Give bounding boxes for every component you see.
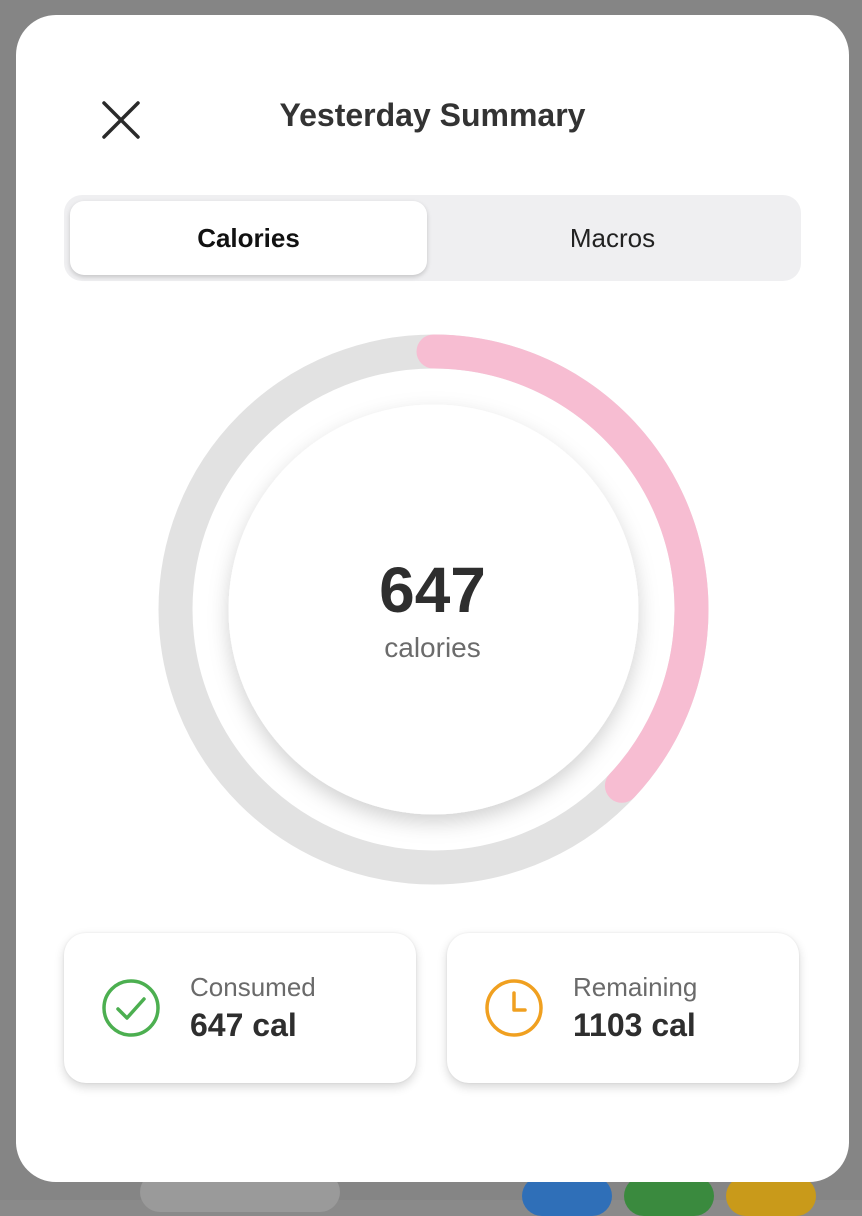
ring-progress bbox=[416, 334, 709, 803]
tab-calories[interactable]: Calories bbox=[70, 201, 427, 275]
calorie-progress-ring bbox=[158, 334, 709, 885]
clock-icon bbox=[485, 979, 543, 1037]
check-circle-icon bbox=[102, 979, 160, 1037]
calorie-unit: calories bbox=[384, 632, 481, 663]
remaining-value: 1103 cal bbox=[573, 1007, 696, 1043]
background-pill-blue bbox=[522, 1176, 612, 1216]
summary-modal: Yesterday Summary Calories Macros 647 ca… bbox=[16, 15, 849, 1182]
calorie-total: 647 bbox=[379, 554, 486, 626]
segmented-control: Calories Macros bbox=[64, 195, 801, 281]
modal-title: Yesterday Summary bbox=[279, 97, 586, 133]
close-icon bbox=[102, 101, 140, 139]
consumed-value: 647 cal bbox=[190, 1007, 297, 1043]
remaining-card: Remaining 1103 cal bbox=[447, 933, 799, 1083]
consumed-label: Consumed bbox=[190, 972, 316, 1002]
consumed-card: Consumed 647 cal bbox=[64, 933, 416, 1083]
remaining-label: Remaining bbox=[573, 972, 698, 1002]
close-button[interactable] bbox=[86, 85, 156, 155]
background-pill-green bbox=[624, 1176, 714, 1216]
background-pill-yellow bbox=[726, 1176, 816, 1216]
ring-inner-disc bbox=[228, 404, 639, 815]
tab-macros[interactable]: Macros bbox=[569, 222, 656, 253]
